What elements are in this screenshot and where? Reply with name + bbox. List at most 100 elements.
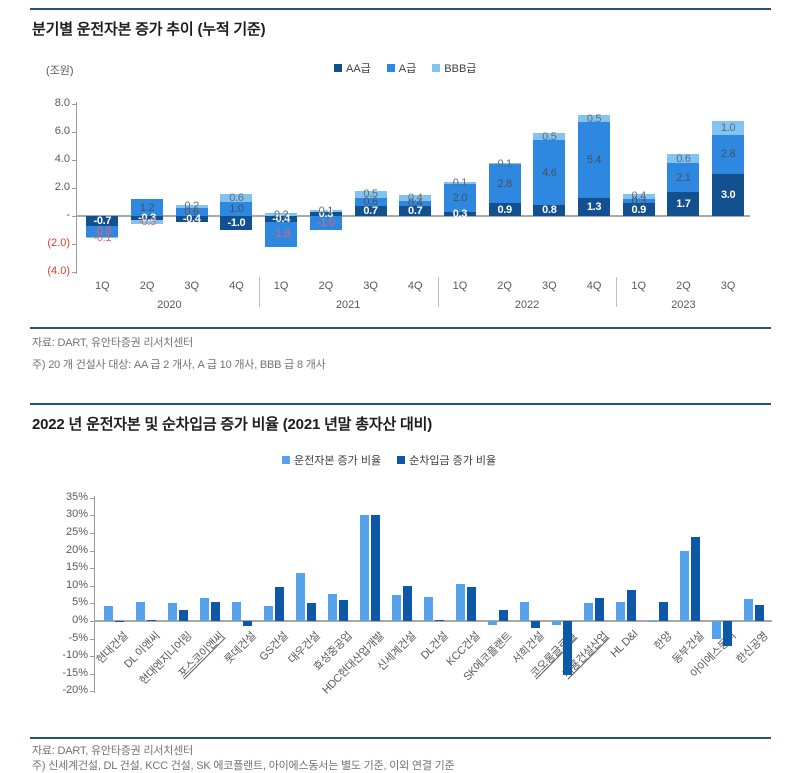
bar-working-capital xyxy=(584,603,593,621)
section2-note: 주) 신세계건설, DL 건설, KCC 건설, SK 에코플랜트, 아이에스동… xyxy=(32,760,455,772)
bar-net-debt xyxy=(563,621,572,675)
bar-value-label: 0.4 xyxy=(408,197,423,210)
chart1-x-tick-label: 2Q xyxy=(497,280,512,292)
legend-item: 순차입금 증가 비율 xyxy=(397,452,496,468)
chart1-zero-line xyxy=(76,215,750,217)
chart1-x-tick-label: 4Q xyxy=(229,280,244,292)
bar-net-debt xyxy=(339,599,348,621)
bar-segment xyxy=(533,140,566,205)
bar-net-debt xyxy=(179,610,188,621)
bar-segment xyxy=(622,203,655,216)
section2-source: 자료: DART, 유안타증권 리서치센터 xyxy=(32,745,194,757)
bar-value-label: 4.6 xyxy=(542,166,557,179)
bar-net-debt xyxy=(371,515,380,621)
chart2-y-tick-label: -20% xyxy=(62,684,88,697)
bar-value-label: 0.8 xyxy=(542,204,557,217)
bar-segment xyxy=(622,199,655,204)
chart1-year-label: 2023 xyxy=(671,299,696,311)
bar-segment xyxy=(220,202,253,216)
bar-working-capital xyxy=(456,584,465,621)
bar-value-label: 1.3 xyxy=(586,200,602,213)
chart2-y-tick xyxy=(90,550,94,552)
chart1-y-tick xyxy=(72,216,76,217)
bar-value-label: 2.0 xyxy=(452,191,468,204)
chart1-y-tick xyxy=(72,104,76,105)
chart2-y-tick-label: -15% xyxy=(62,666,88,679)
legend-item: A급 xyxy=(386,60,416,76)
bar-value-label: -0.3 xyxy=(138,216,156,229)
bar-segment xyxy=(354,197,387,207)
bar-segment xyxy=(533,204,566,216)
chart1-unit-label: (조원) xyxy=(46,65,74,77)
bar-segment xyxy=(131,199,164,216)
chart1-x-tick-label: 3Q xyxy=(184,280,200,292)
bar-working-capital xyxy=(744,598,753,621)
bar-value-label: 0.4 xyxy=(631,190,647,203)
legend-swatch-icon xyxy=(282,456,290,464)
bar-segment xyxy=(488,162,521,165)
chart1-y-tick xyxy=(72,188,76,189)
chart2-y-tick xyxy=(90,673,94,675)
bar-value-label: 0.2 xyxy=(273,208,289,221)
bar-working-capital xyxy=(392,595,401,621)
bar-segment xyxy=(443,183,476,212)
chart2-y-tick xyxy=(90,515,94,517)
bar-segment xyxy=(399,200,432,207)
bar-segment xyxy=(578,197,611,216)
bar-value-label: 0.5 xyxy=(363,188,378,201)
legend-label: BBB급 xyxy=(444,63,477,75)
chart1-group-divider xyxy=(258,277,260,307)
bar-value-label: 5.4 xyxy=(586,154,602,166)
bar-value-label: 0.7 xyxy=(363,205,378,218)
chart2-y-tick-label: 0% xyxy=(72,614,88,626)
legend-label: 순차입금 증가 비율 xyxy=(409,455,497,467)
bar-segment xyxy=(265,216,298,222)
chart1-year-label: 2021 xyxy=(335,299,361,311)
section2-title: 2022 년 운전자본 및 순차입금 증가 비율 (2021 년말 총자산 대비… xyxy=(32,416,433,433)
chart1-y-tick xyxy=(72,244,76,245)
bar-value-label: 0.6 xyxy=(676,152,691,165)
bar-value-label: 0.1 xyxy=(497,157,512,170)
bar-net-debt xyxy=(659,601,668,621)
bar-net-debt xyxy=(211,601,220,621)
legend-label: AA급 xyxy=(346,63,371,75)
bar-segment xyxy=(86,225,119,237)
bar-value-label: -0.4 xyxy=(272,212,291,225)
bar-value-label: 0.3 xyxy=(452,207,468,220)
bar-segment xyxy=(667,162,700,193)
chart2-y-tick-label: 10% xyxy=(65,578,88,591)
bar-net-debt xyxy=(147,619,156,621)
legend-item: 운전자본 증가 비율 xyxy=(282,452,381,468)
bar-segment xyxy=(309,216,342,230)
bar-segment xyxy=(488,164,521,204)
bar-net-debt xyxy=(627,590,636,621)
bar-value-label: 1.0 xyxy=(229,203,244,215)
bar-segment xyxy=(86,216,119,226)
section2-top-rule xyxy=(30,403,771,405)
chart2-y-axis xyxy=(94,495,95,694)
bar-working-capital xyxy=(104,606,113,621)
bar-value-label: 0.9 xyxy=(497,203,512,216)
bar-value-label: 0.6 xyxy=(363,196,378,208)
bar-value-label: 0.6 xyxy=(229,191,244,204)
chart1-x-tick-label: 4Q xyxy=(407,280,423,292)
chart2-y-tick-label: -10% xyxy=(62,649,88,662)
bar-value-label: 3.0 xyxy=(720,189,736,201)
chart1-x-tick-label: 4Q xyxy=(586,280,602,292)
chart2-y-tick-label: 30% xyxy=(65,508,88,521)
bar-net-debt xyxy=(243,621,252,626)
chart1-year-label: 2020 xyxy=(157,299,182,311)
bar-segment xyxy=(578,122,611,198)
bar-segment xyxy=(175,207,208,216)
bar-value-label: 0.3 xyxy=(318,207,334,220)
bar-value-label: 0.6 xyxy=(184,205,200,218)
bar-value-label: 0.9 xyxy=(631,203,647,216)
chart2-y-tick xyxy=(90,691,94,693)
bar-segment xyxy=(712,134,745,174)
chart2-y-tick xyxy=(90,621,94,622)
bar-working-capital xyxy=(424,597,433,621)
bar-working-capital xyxy=(136,601,145,621)
bar-segment xyxy=(488,203,521,216)
legend-swatch-icon xyxy=(432,64,441,72)
section1-top-rule xyxy=(30,8,771,10)
